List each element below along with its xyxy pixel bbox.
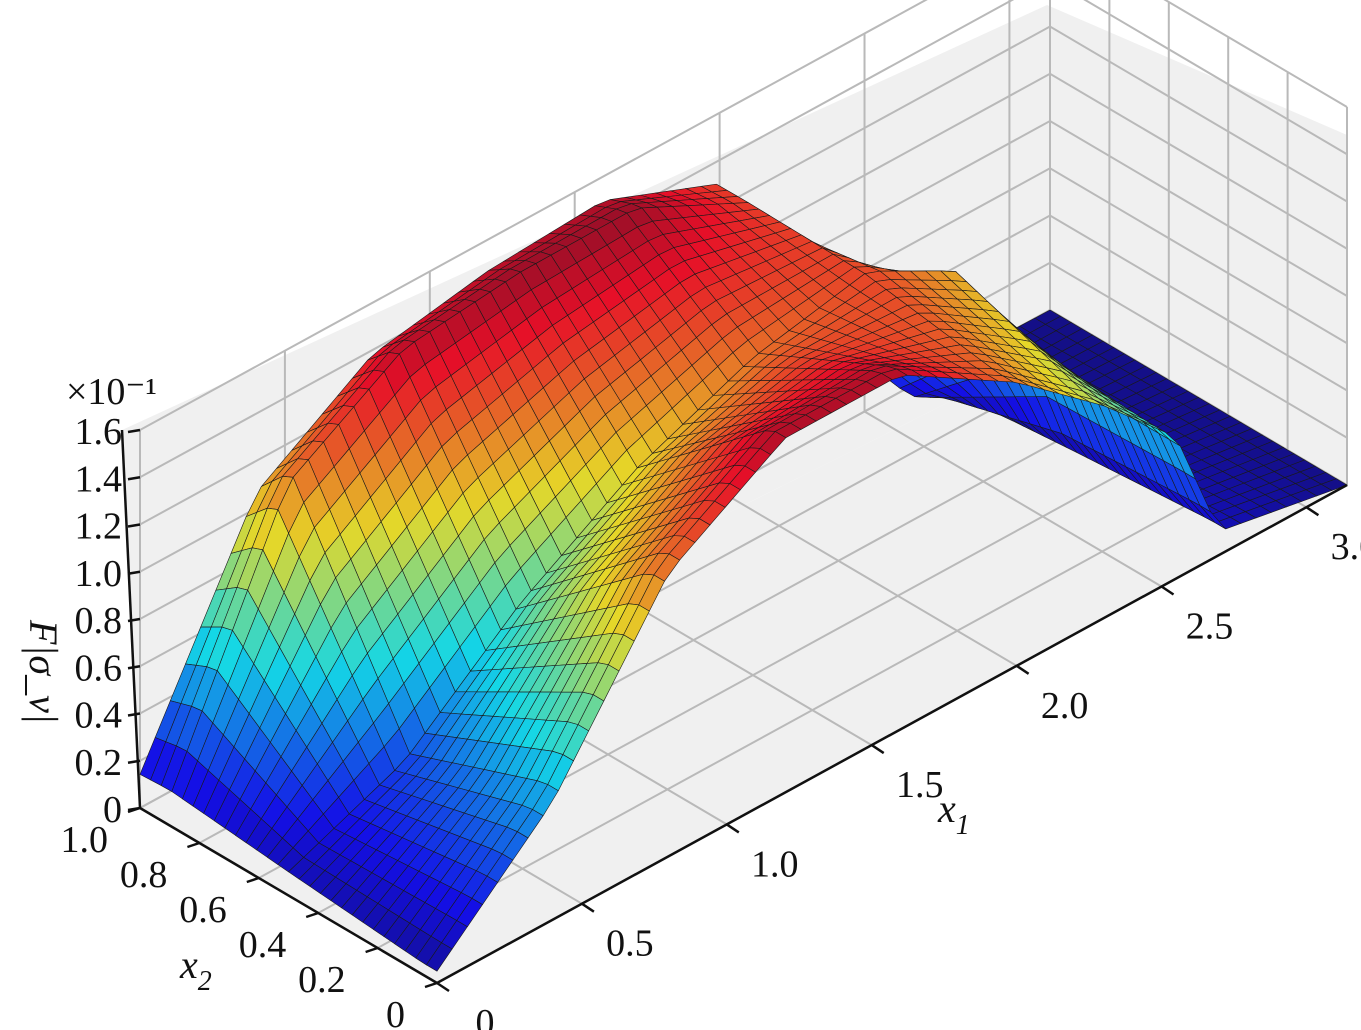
x-tick [581, 902, 595, 913]
y-tick [424, 981, 438, 989]
x-tick-label: 0 [476, 1002, 495, 1030]
z-tick-label: 1.4 [75, 458, 123, 500]
z-tick [127, 665, 141, 670]
z-axis-label: F|σ_v| [21, 619, 66, 724]
y-tick [365, 946, 378, 954]
z-tick-label: 1.2 [75, 506, 123, 548]
x-tick-label: 1.0 [751, 843, 799, 885]
x-tick-label: 3.0 [1331, 526, 1361, 568]
z-tick [127, 617, 141, 623]
z-tick [127, 428, 141, 434]
x-axis-label: x1 [937, 786, 970, 841]
ticks: 00.51.01.52.02.53.000.20.40.60.81.000.20… [61, 411, 1361, 1030]
x-tick-label: 1.5 [896, 764, 944, 806]
axes [120, 429, 1348, 985]
y-tick-label: 0.6 [179, 889, 227, 931]
y-axis-label: x2 [179, 942, 212, 997]
y-tick [187, 841, 200, 849]
z-tick [127, 523, 141, 528]
x-tick-label: 0.5 [606, 923, 654, 965]
x-tick [436, 981, 450, 993]
z-tick-label: 0.8 [75, 600, 123, 642]
x-axis-line [436, 483, 1348, 985]
z-tick [127, 759, 141, 764]
z-tick-label: 1.0 [75, 553, 123, 595]
z-multiplier: ×10⁻¹ [66, 371, 157, 413]
y-tick [305, 911, 319, 919]
y-tick-label: 0.2 [298, 959, 346, 1001]
z-tick [127, 476, 141, 481]
x-tick [1015, 664, 1030, 675]
y-tick-label: 1.0 [61, 819, 109, 861]
z-tick [127, 570, 141, 575]
z-axis-line [120, 429, 142, 809]
z-tick [127, 806, 141, 812]
y-tick-label: 0.8 [120, 854, 168, 896]
x-tick-label: 2.0 [1041, 685, 1089, 727]
x-tick [1305, 506, 1320, 517]
z-tick-label: 0.4 [75, 695, 123, 737]
surface-patch [425, 942, 453, 972]
grid-line-z [139, 0, 1348, 431]
y-tick [246, 876, 260, 884]
x-tick [871, 744, 885, 755]
surface [139, 183, 1348, 972]
y-tick-label: 0 [386, 994, 405, 1030]
z-tick-label: 0.2 [75, 742, 123, 784]
x-tick [1160, 585, 1175, 596]
y-tick-label: 0.4 [239, 924, 287, 966]
axis-labels: x1 x2 F|σ_v| ×10⁻¹ [21, 371, 970, 997]
z-tick-label: 1.6 [75, 411, 123, 453]
z-tick-label: 0 [103, 789, 122, 831]
x-tick-label: 2.5 [1186, 606, 1234, 648]
z-tick [127, 712, 141, 717]
x-tick [726, 823, 740, 834]
z-tick-label: 0.6 [75, 647, 123, 689]
y-axis-line [139, 806, 438, 985]
